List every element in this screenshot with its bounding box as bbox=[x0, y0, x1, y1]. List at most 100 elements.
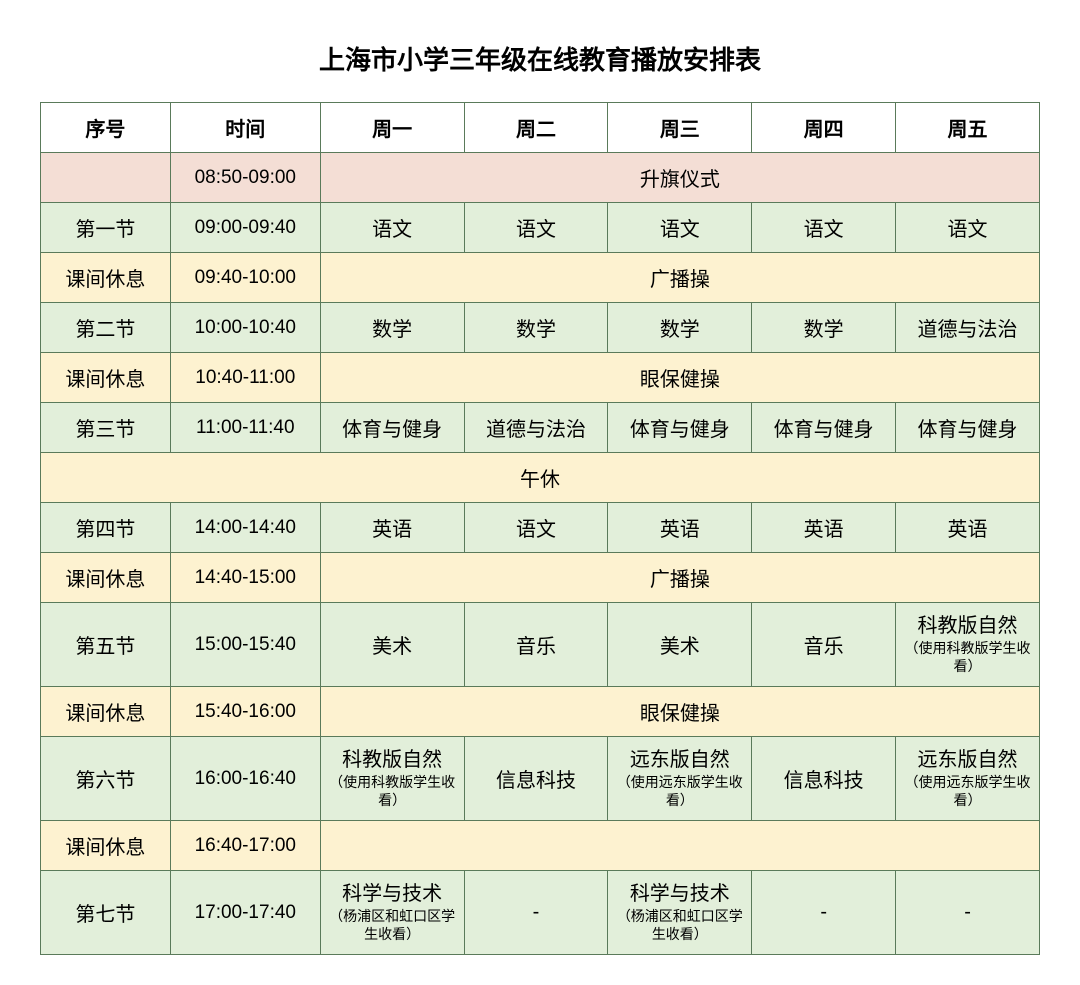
row-lunch: 午休 bbox=[41, 453, 1040, 503]
cell-time: 10:40-11:00 bbox=[170, 353, 320, 403]
row-break-5: 课间休息 16:40-17:00 bbox=[41, 821, 1040, 871]
header-mon: 周一 bbox=[320, 103, 464, 153]
row-period-7: 第七节 17:00-17:40 科学与技术 （杨浦区和虹口区学生收看） - 科学… bbox=[41, 871, 1040, 955]
cell-fri-main: 科教版自然 bbox=[900, 613, 1035, 639]
row-period-4: 第四节 14:00-14:40 英语 语文 英语 英语 英语 bbox=[41, 503, 1040, 553]
cell-fri: 语文 bbox=[896, 203, 1040, 253]
cell-fri: 英语 bbox=[896, 503, 1040, 553]
header-fri: 周五 bbox=[896, 103, 1040, 153]
row-break-3: 课间休息 14:40-15:00 广播操 bbox=[41, 553, 1040, 603]
cell-thu: 体育与健身 bbox=[752, 403, 896, 453]
cell-seq: 第三节 bbox=[41, 403, 171, 453]
cell-time: 14:40-15:00 bbox=[170, 553, 320, 603]
cell-tue: 音乐 bbox=[464, 603, 608, 687]
cell-seq: 第一节 bbox=[41, 203, 171, 253]
header-time: 时间 bbox=[170, 103, 320, 153]
cell-seq bbox=[41, 153, 171, 203]
cell-fri-sub: （使用科教版学生收看） bbox=[900, 641, 1035, 676]
cell-time: 14:00-14:40 bbox=[170, 503, 320, 553]
cell-merged: 广播操 bbox=[320, 553, 1039, 603]
cell-tue: 语文 bbox=[464, 503, 608, 553]
row-period-1: 第一节 09:00-09:40 语文 语文 语文 语文 语文 bbox=[41, 203, 1040, 253]
cell-thu: 语文 bbox=[752, 203, 896, 253]
cell-tue: 信息科技 bbox=[464, 737, 608, 821]
row-period-6: 第六节 16:00-16:40 科教版自然 （使用科教版学生收看） 信息科技 远… bbox=[41, 737, 1040, 821]
page-title: 上海市小学三年级在线教育播放安排表 bbox=[40, 40, 1040, 77]
cell-fri: - bbox=[896, 871, 1040, 955]
cell-seq: 课间休息 bbox=[41, 353, 171, 403]
cell-mon-main: 科教版自然 bbox=[325, 747, 460, 773]
cell-wed: 体育与健身 bbox=[608, 403, 752, 453]
cell-tue: 语文 bbox=[464, 203, 608, 253]
cell-thu: 音乐 bbox=[752, 603, 896, 687]
cell-wed-main: 科学与技术 bbox=[612, 881, 747, 907]
schedule-table: 序号 时间 周一 周二 周三 周四 周五 08:50-09:00 升旗仪式 第一… bbox=[40, 102, 1040, 955]
cell-seq: 第七节 bbox=[41, 871, 171, 955]
cell-thu: 数学 bbox=[752, 303, 896, 353]
cell-fri: 道德与法治 bbox=[896, 303, 1040, 353]
cell-time: 08:50-09:00 bbox=[170, 153, 320, 203]
header-tue: 周二 bbox=[464, 103, 608, 153]
cell-mon: 科教版自然 （使用科教版学生收看） bbox=[320, 737, 464, 821]
cell-mon: 美术 bbox=[320, 603, 464, 687]
cell-time: 09:00-09:40 bbox=[170, 203, 320, 253]
cell-merged: 眼保健操 bbox=[320, 687, 1039, 737]
cell-wed: 英语 bbox=[608, 503, 752, 553]
cell-fri-main: 远东版自然 bbox=[900, 747, 1035, 773]
row-break-4: 课间休息 15:40-16:00 眼保健操 bbox=[41, 687, 1040, 737]
row-period-2: 第二节 10:00-10:40 数学 数学 数学 数学 道德与法治 bbox=[41, 303, 1040, 353]
cell-wed: 科学与技术 （杨浦区和虹口区学生收看） bbox=[608, 871, 752, 955]
header-seq: 序号 bbox=[41, 103, 171, 153]
row-break-2: 课间休息 10:40-11:00 眼保健操 bbox=[41, 353, 1040, 403]
cell-mon-main: 科学与技术 bbox=[325, 881, 460, 907]
cell-seq: 第四节 bbox=[41, 503, 171, 553]
cell-wed: 美术 bbox=[608, 603, 752, 687]
cell-time: 11:00-11:40 bbox=[170, 403, 320, 453]
cell-merged: 升旗仪式 bbox=[320, 153, 1039, 203]
cell-mon: 科学与技术 （杨浦区和虹口区学生收看） bbox=[320, 871, 464, 955]
cell-thu: - bbox=[752, 871, 896, 955]
cell-tue: 道德与法治 bbox=[464, 403, 608, 453]
cell-merged: 眼保健操 bbox=[320, 353, 1039, 403]
cell-merged bbox=[320, 821, 1039, 871]
row-break-1: 课间休息 09:40-10:00 广播操 bbox=[41, 253, 1040, 303]
cell-tue: 数学 bbox=[464, 303, 608, 353]
cell-wed-sub: （使用远东版学生收看） bbox=[612, 775, 747, 810]
header-thu: 周四 bbox=[752, 103, 896, 153]
cell-fri: 科教版自然 （使用科教版学生收看） bbox=[896, 603, 1040, 687]
cell-time: 09:40-10:00 bbox=[170, 253, 320, 303]
cell-fri: 远东版自然 （使用远东版学生收看） bbox=[896, 737, 1040, 821]
cell-seq: 第二节 bbox=[41, 303, 171, 353]
header-row: 序号 时间 周一 周二 周三 周四 周五 bbox=[41, 103, 1040, 153]
cell-tue: - bbox=[464, 871, 608, 955]
row-period-5: 第五节 15:00-15:40 美术 音乐 美术 音乐 科教版自然 （使用科教版… bbox=[41, 603, 1040, 687]
cell-thu: 英语 bbox=[752, 503, 896, 553]
row-flag: 08:50-09:00 升旗仪式 bbox=[41, 153, 1040, 203]
row-period-3: 第三节 11:00-11:40 体育与健身 道德与法治 体育与健身 体育与健身 … bbox=[41, 403, 1040, 453]
cell-mon: 数学 bbox=[320, 303, 464, 353]
cell-seq: 课间休息 bbox=[41, 821, 171, 871]
cell-seq: 第五节 bbox=[41, 603, 171, 687]
header-wed: 周三 bbox=[608, 103, 752, 153]
cell-mon: 语文 bbox=[320, 203, 464, 253]
cell-lunch: 午休 bbox=[41, 453, 1040, 503]
cell-wed-main: 远东版自然 bbox=[612, 747, 747, 773]
cell-thu: 信息科技 bbox=[752, 737, 896, 821]
cell-seq: 课间休息 bbox=[41, 253, 171, 303]
cell-time: 15:40-16:00 bbox=[170, 687, 320, 737]
cell-seq: 课间休息 bbox=[41, 553, 171, 603]
cell-seq: 第六节 bbox=[41, 737, 171, 821]
cell-mon: 英语 bbox=[320, 503, 464, 553]
cell-merged: 广播操 bbox=[320, 253, 1039, 303]
cell-time: 15:00-15:40 bbox=[170, 603, 320, 687]
cell-time: 16:40-17:00 bbox=[170, 821, 320, 871]
cell-mon-sub: （使用科教版学生收看） bbox=[325, 775, 460, 810]
cell-time: 16:00-16:40 bbox=[170, 737, 320, 821]
cell-wed: 语文 bbox=[608, 203, 752, 253]
cell-mon: 体育与健身 bbox=[320, 403, 464, 453]
cell-time: 17:00-17:40 bbox=[170, 871, 320, 955]
cell-seq: 课间休息 bbox=[41, 687, 171, 737]
cell-fri-sub: （使用远东版学生收看） bbox=[900, 775, 1035, 810]
cell-fri: 体育与健身 bbox=[896, 403, 1040, 453]
cell-wed: 数学 bbox=[608, 303, 752, 353]
